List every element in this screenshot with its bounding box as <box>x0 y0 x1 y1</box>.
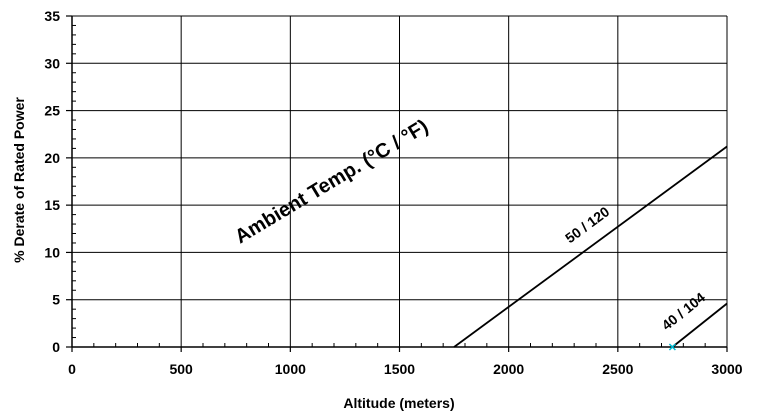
data-marker <box>668 343 676 351</box>
y-tick-label: 35 <box>44 8 60 24</box>
y-tick-label: 0 <box>52 339 60 355</box>
y-tick-label: 5 <box>52 292 60 308</box>
x-tick-label: 2000 <box>493 361 524 377</box>
y-tick-label: 15 <box>44 197 60 213</box>
y-tick-label: 25 <box>44 103 60 119</box>
series-label-1: 50 / 120 <box>562 203 612 246</box>
series-line-2 <box>671 302 728 348</box>
minor-ticks <box>66 15 728 352</box>
x-tick-label: 0 <box>68 361 76 377</box>
series-labels: 50 / 120 40 / 104 <box>562 203 708 333</box>
x-tick-label: 500 <box>169 361 193 377</box>
x-tick-label: 3000 <box>711 361 742 377</box>
y-tick-label: 10 <box>44 244 60 260</box>
x-tick-labels: 0 500 1000 1500 2000 2500 3000 <box>68 361 743 377</box>
plot-frame <box>71 15 728 348</box>
ambient-temp-annotation: Ambient Temp. (°C / °F) <box>231 116 432 249</box>
y-tick-labels: 0 5 10 15 20 25 30 35 <box>44 8 60 355</box>
x-axis-title: Altitude (meters) <box>343 395 454 411</box>
y-axis-title: % Derate of Rated Power <box>11 97 27 263</box>
series-line-1 <box>453 145 728 348</box>
gridlines <box>72 16 727 347</box>
x-tick-label: 1000 <box>275 361 306 377</box>
series-lines <box>453 145 728 351</box>
y-tick-label: 30 <box>44 55 60 71</box>
x-tick-label: 1500 <box>384 361 415 377</box>
y-tick-label: 20 <box>44 150 60 166</box>
x-tick-label: 2500 <box>602 361 633 377</box>
series-label-2: 40 / 104 <box>659 289 709 333</box>
